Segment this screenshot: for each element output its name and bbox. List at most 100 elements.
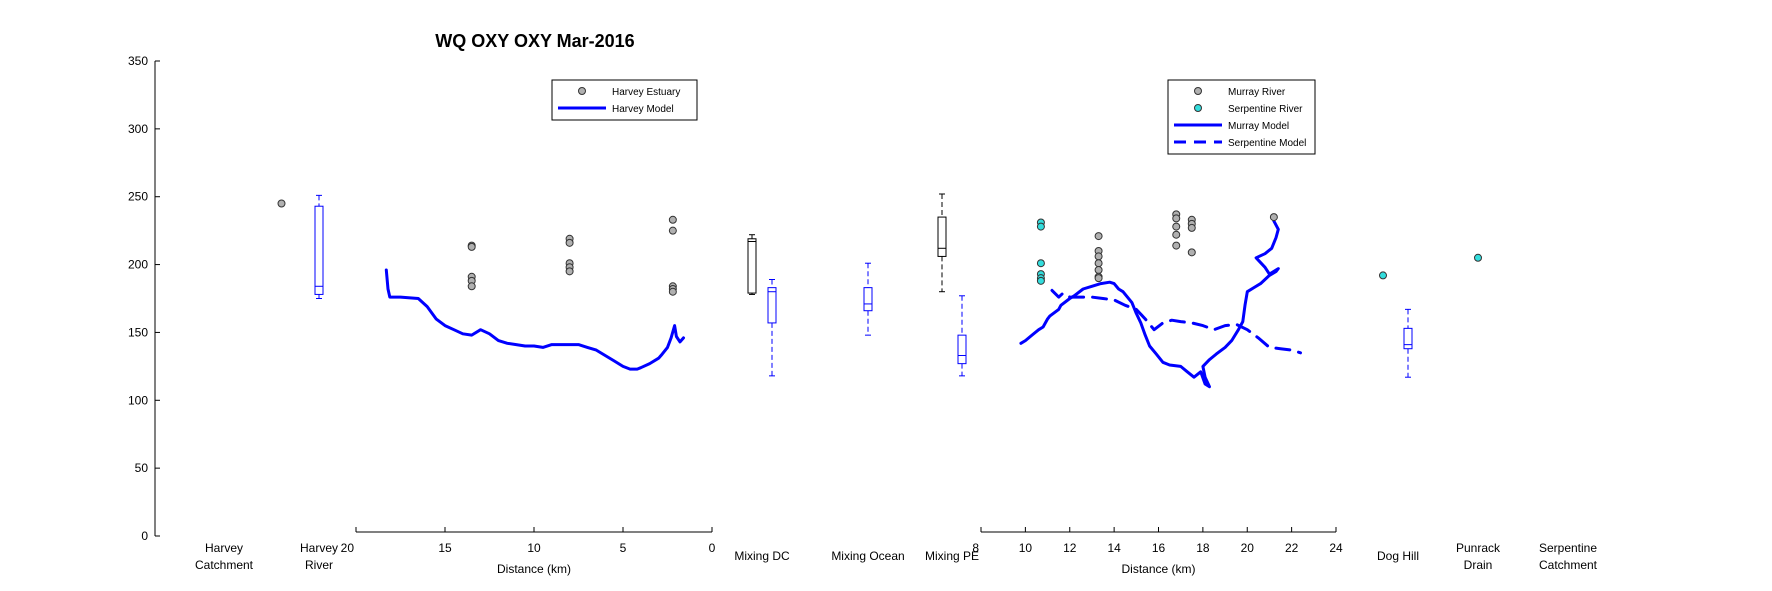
category-points (277, 199, 1482, 280)
harvey-estuary-point (467, 242, 476, 251)
boxplot-box (957, 334, 967, 365)
right-panel-x-tick-label: 12 (1063, 541, 1077, 555)
legend-murray-label: Murray Model (1228, 121, 1289, 132)
murray-river-point (1094, 232, 1103, 241)
left-panel-x-tick-label: 0 (709, 541, 716, 555)
boxplot-box (314, 205, 324, 295)
boxplot-dog_hill (1403, 308, 1413, 378)
murray-river-point (1094, 252, 1103, 261)
murray-river-point (1094, 266, 1103, 274)
y-tick-label: 0 (141, 529, 148, 543)
y-tick-label: 300 (128, 122, 148, 136)
category-point-harvey_river (277, 199, 286, 208)
y-tick-label: 100 (128, 393, 148, 407)
right-panel-x-tick-label: 22 (1285, 541, 1299, 555)
murray-model-line (1019, 219, 1280, 389)
right-panel: 8 10 12 14 16 18 20 22 24 Distance (km) (972, 210, 1343, 576)
boxplot-harvey_river (314, 194, 324, 299)
murray-river-point (1172, 230, 1181, 239)
harvey-estuary-point (668, 226, 677, 235)
y-tick-label: 150 (128, 325, 148, 339)
legend-murray-label: Serpentine Model (1228, 138, 1306, 149)
y-tick-label: 50 (135, 461, 149, 475)
left-panel-x-tick-label: 20 (341, 541, 355, 555)
chart-title: WQ OXY OXY Mar-2016 (435, 31, 634, 51)
murray-river-point (1172, 241, 1181, 250)
right-panel-x-tick-label: 20 (1241, 541, 1255, 555)
category-point-punrack_drain (1474, 253, 1482, 262)
boxplot-mixing_pe (937, 193, 947, 293)
legend-harvey-label: Harvey Model (612, 104, 674, 115)
legend-murray: Murray River Serpentine River Murray Model… (1167, 79, 1316, 155)
left-panel-x-axis-label: Distance (km) (497, 562, 571, 576)
boxplot-mixing_dc (747, 234, 757, 295)
right-panel-x-tick-label: 24 (1329, 541, 1343, 555)
murray-river-point (1187, 248, 1196, 257)
right-panel-x-tick-label: 10 (1019, 541, 1033, 555)
legend-harvey-label: Harvey Estuary (612, 87, 680, 98)
legend-murray-box (1167, 79, 1316, 155)
right-panel-x-tick-label: 16 (1152, 541, 1166, 555)
left-panel-x-tick-label: 10 (527, 541, 541, 555)
boxplot-mixing_pe (957, 295, 967, 377)
category-labels: Harvey Catchment Harvey River Mixing DC Mixin… (195, 541, 1598, 572)
boxplot-box (747, 238, 757, 294)
boxplot-box (767, 287, 777, 324)
legend-harvey-marker (578, 87, 586, 95)
category-label-mixing_ocean: Mixing Ocean (831, 549, 904, 563)
left-panel: 20 15 10 5 0 Distance (km) (341, 215, 716, 576)
right-panel-x-tick-label: 14 (1107, 541, 1121, 555)
category-label-mixing_pe: Mixing PE (925, 549, 979, 563)
category-label-serpentine_catchment: Catchment (1539, 558, 1598, 572)
harvey-model-line (384, 268, 685, 371)
murray-river-point (1187, 223, 1196, 232)
murray-river-point (1094, 274, 1103, 283)
murray-river-point (1269, 213, 1278, 222)
category-label-harvey_catchment: Catchment (195, 558, 254, 572)
category-label-punrack_drain: Drain (1464, 558, 1493, 572)
boxplots (314, 193, 1413, 378)
boxplot-mixing_dc (767, 279, 777, 377)
legend-harvey-box (551, 79, 698, 121)
legend-murray-marker (1194, 87, 1202, 95)
boxplot-box (863, 287, 873, 312)
murray-river-point (1172, 214, 1181, 223)
serpentine-river-point (1036, 276, 1045, 285)
category-label-harvey_river: Harvey (300, 541, 338, 555)
y-tick-label: 250 (128, 190, 148, 204)
serpentine-river-point (1036, 259, 1045, 268)
category-label-harvey_catchment: Harvey (205, 541, 243, 555)
left-panel-x-tick-label: 15 (438, 541, 452, 555)
boxplot-box (1403, 327, 1413, 350)
category-point-dog_hill (1379, 271, 1387, 280)
legend-murray-label: Serpentine River (1228, 104, 1303, 115)
legend-murray-label: Murray River (1228, 87, 1286, 98)
harvey-estuary-point (565, 238, 574, 247)
harvey-estuary-point (565, 267, 574, 276)
murray-river-point (1094, 259, 1103, 268)
boxplot-box (937, 216, 947, 257)
harvey-estuary-point (668, 215, 677, 224)
right-panel-x-tick-label: 18 (1196, 541, 1210, 555)
boxplot-mixing_ocean (863, 262, 873, 336)
category-label-punrack_drain: Punrack (1456, 541, 1501, 555)
serpentine-river-point (1036, 222, 1045, 231)
category-label-serpentine_catchment: Serpentine (1539, 541, 1597, 555)
harvey-estuary-point (467, 282, 476, 291)
right-panel-x-axis-label: Distance (km) (1121, 562, 1195, 576)
y-axis: 0 50 100 150 200 250 300 350 (128, 54, 160, 543)
murray-river-point (1172, 222, 1181, 231)
category-label-dog_hill: Dog Hill (1377, 549, 1419, 563)
harvey-estuary-point (668, 287, 677, 296)
category-label-harvey_river: River (305, 558, 333, 572)
left-panel-x-tick-label: 5 (620, 541, 627, 555)
serpentine-model-line (1050, 288, 1302, 355)
legend-harvey: Harvey Estuary Harvey Model (551, 79, 698, 121)
y-tick-label: 350 (128, 54, 148, 68)
category-label-mixing_dc: Mixing DC (734, 549, 790, 563)
y-tick-label: 200 (128, 258, 148, 272)
legend-murray-marker (1194, 104, 1202, 112)
right-panel-x-tick-label: 8 (972, 541, 979, 555)
